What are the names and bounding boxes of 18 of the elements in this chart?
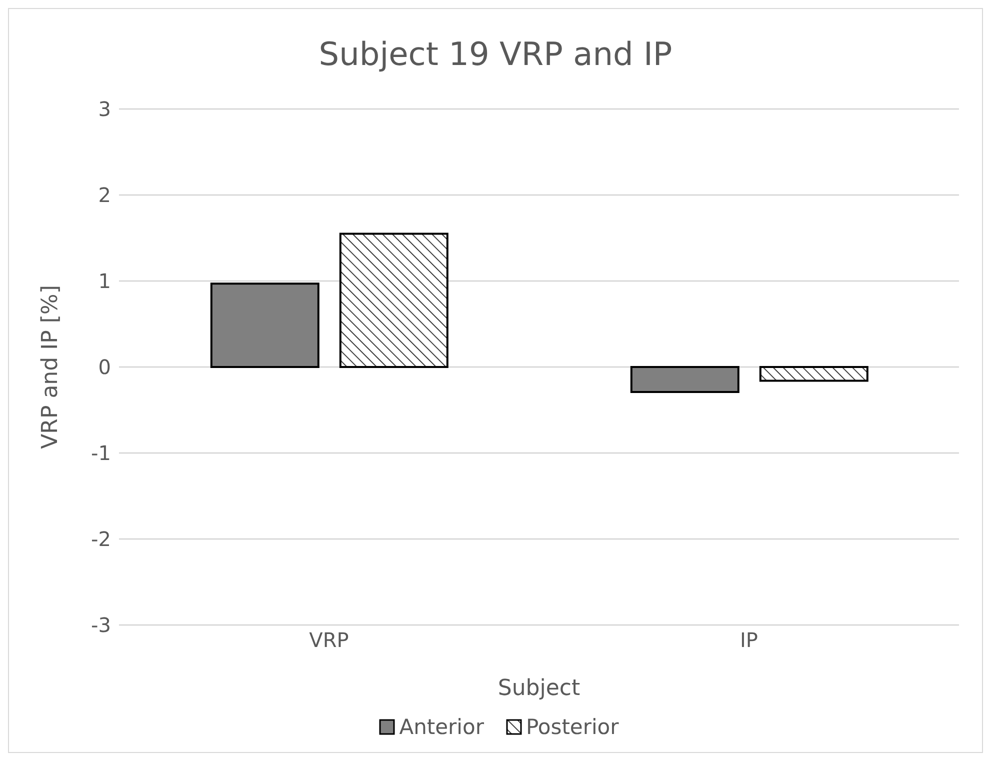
x-tick-label: VRP [309, 628, 349, 652]
bar [339, 232, 448, 368]
bar [630, 366, 740, 393]
chart-title: Subject 19 VRP and IP [318, 34, 674, 75]
y-tick-label: 2 [98, 183, 111, 208]
bar [210, 282, 320, 368]
y-tick-label: -1 [91, 441, 111, 466]
y-tick-label: -3 [91, 613, 111, 638]
y-tick-label: 3 [98, 97, 111, 122]
x-tick-label: IP [740, 628, 758, 652]
y-axis-title: VRP and IP [%] [38, 285, 63, 449]
bar [759, 366, 868, 382]
y-tick-label: -2 [91, 527, 111, 552]
y-tick-label: 0 [98, 355, 111, 380]
x-axis-title: Subject [498, 676, 580, 701]
legend-label: Anterior [398, 715, 484, 739]
legend-label: Posterior [524, 715, 619, 739]
y-tick-label: 1 [98, 269, 111, 294]
